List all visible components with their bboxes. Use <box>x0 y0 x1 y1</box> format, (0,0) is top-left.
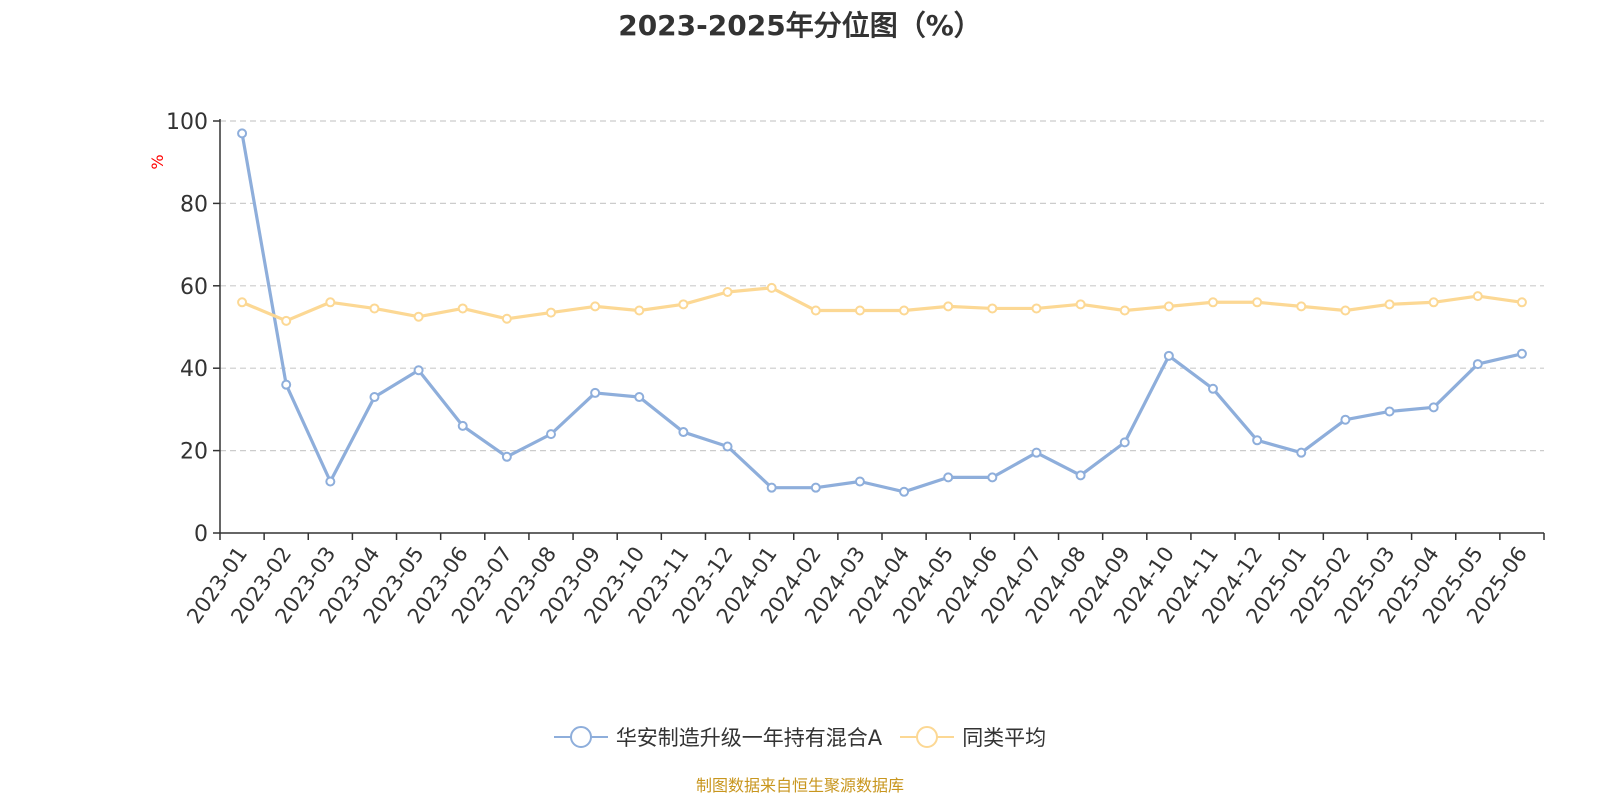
series-2-point <box>590 301 601 312</box>
y-tick-label: 60 <box>180 275 208 300</box>
legend-item-series-2[interactable]: 同类平均 <box>900 722 1046 752</box>
series-line-2 <box>241 286 1523 323</box>
y-tick-label: 80 <box>180 192 208 217</box>
series-1-point <box>281 379 292 390</box>
series-1-point <box>1119 437 1130 448</box>
series-2-point <box>987 303 998 314</box>
y-tick-label: 40 <box>180 357 208 382</box>
legend-label-series-1: 华安制造升级一年持有混合A <box>615 726 883 750</box>
series-1-point <box>546 429 556 440</box>
series-2-point <box>1428 297 1439 308</box>
series-1-point <box>325 476 336 487</box>
series-2-point <box>766 282 777 293</box>
series-2-point <box>546 307 556 318</box>
series-2-point <box>1340 305 1351 316</box>
series-2-point <box>854 305 865 316</box>
series-2-point <box>325 297 336 308</box>
series-1-point <box>457 420 468 431</box>
series-1-point <box>1428 402 1439 413</box>
series-2-point <box>369 303 380 314</box>
series-1-point <box>810 482 821 493</box>
series-1-point <box>590 387 601 398</box>
series-1-point <box>854 476 865 487</box>
series-1-point <box>1340 414 1351 425</box>
series-2-point <box>1119 305 1130 316</box>
series-2-point <box>1075 299 1086 310</box>
series-2-point <box>899 305 910 316</box>
legend: 华安制造升级一年持有混合A 同类平均 <box>0 722 1600 752</box>
series-1-point <box>943 472 954 483</box>
series-2-point <box>501 313 512 324</box>
series-2-point <box>678 299 689 310</box>
series-1-point <box>634 392 645 403</box>
legend-item-series-1[interactable]: 华安制造升级一年持有混合A <box>553 722 883 752</box>
series-2-point <box>1296 301 1307 312</box>
series-2-point <box>237 297 248 308</box>
series-1-point <box>987 472 998 483</box>
series-2-point <box>943 301 954 312</box>
legend-label-series-2: 同类平均 <box>962 726 1047 750</box>
series-1-point <box>1031 447 1042 458</box>
series-2-point <box>1516 297 1527 308</box>
series-2-point <box>1384 299 1395 310</box>
series-1-point <box>766 482 777 493</box>
series-2-point <box>1031 303 1042 314</box>
series-2-point <box>457 303 468 314</box>
series-1-point <box>501 451 512 462</box>
series-1-point <box>722 441 733 452</box>
series-1-point <box>369 392 380 403</box>
series-1-point <box>1208 383 1218 394</box>
legend-symbol-series-2 <box>900 726 955 748</box>
y-tick-label: 20 <box>180 440 208 465</box>
y-axis-label: % <box>148 154 167 169</box>
series-1-point <box>1516 348 1527 359</box>
series-1-point <box>1296 447 1307 458</box>
series-2-point <box>722 286 733 297</box>
legend-symbol-series-1 <box>553 726 608 748</box>
series-2-point <box>810 305 821 316</box>
series-1-point <box>237 128 248 139</box>
series-2-point <box>1163 301 1174 312</box>
series-2-point <box>413 311 424 322</box>
source-note: 制图数据来自恒生聚源数据库 <box>695 776 904 795</box>
series-2-point <box>1472 291 1483 302</box>
series-1-point <box>1252 435 1263 446</box>
series-2-point <box>281 315 292 326</box>
series-1-point <box>1384 406 1395 417</box>
series-1-point <box>1075 470 1086 481</box>
series-1-point <box>413 365 424 376</box>
series-1-point <box>678 427 689 438</box>
series-1-point <box>1163 350 1174 361</box>
series-line-1 <box>240 133 1523 494</box>
series-2-point <box>1208 297 1218 308</box>
series-2-point <box>634 305 645 316</box>
series-1-point <box>1472 359 1483 370</box>
series-1-point <box>899 486 910 497</box>
y-tick-label: 100 <box>166 110 208 135</box>
series-2-point <box>1252 297 1263 308</box>
chart-title: 2023-2025年分位图（%） <box>618 9 982 42</box>
y-tick-label: 0 <box>194 522 208 547</box>
